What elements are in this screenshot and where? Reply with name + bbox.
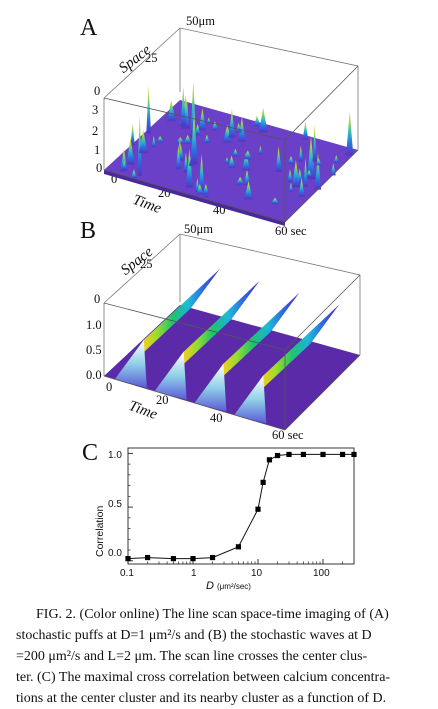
panel-b-space-tick-min: 0 (94, 292, 101, 306)
panel-b-space-tick-max: 50μm (184, 222, 213, 236)
chart-xtick-1: 1 (191, 568, 197, 579)
chart-xlabel: D (μm²/sec) (206, 580, 251, 592)
data-point (286, 451, 292, 458)
data-point (320, 451, 326, 458)
chart-xlabel-var: D (206, 580, 214, 592)
panel-b-z-tick-05: 0.5 (86, 343, 102, 357)
data-point (266, 457, 273, 463)
chart-series-points (125, 451, 357, 562)
chart-ylabel: Correlation (94, 505, 106, 557)
caption-line-1: FIG. 2. (Color online) The line scan spa… (36, 607, 389, 622)
data-point (125, 556, 131, 562)
data-point (235, 544, 242, 550)
chart-ytick-1: 1.0 (108, 450, 122, 461)
data-point (339, 451, 346, 458)
panel-a-space-tick-min: 0 (94, 84, 101, 98)
chart-ticks (127, 452, 355, 564)
panel-a-z-tick-3: 3 (92, 103, 99, 117)
data-point (260, 479, 266, 485)
panel-c-letter: C (82, 440, 99, 466)
panel-a-letter: A (80, 15, 98, 41)
data-point (190, 556, 196, 562)
caption-line-4: ter. (C) The maximal cross correlation b… (16, 670, 391, 685)
caption-line-3: =200 μm²/s and L=2 μm. The scan line cro… (16, 649, 368, 664)
caption-line-5: tions at the center cluster and its near… (16, 691, 387, 706)
panel-b-time-tick-60: 60 sec (272, 428, 304, 442)
chart-xlabel-units: (μm²/sec) (217, 582, 251, 591)
data-point (274, 452, 281, 459)
chart-ytick-05: 0.5 (108, 499, 122, 510)
caption-line-2: stochastic puffs at D=1 μm²/s and (B) th… (16, 628, 372, 643)
data-point (209, 554, 216, 561)
chart-xtick-100: 100 (313, 568, 330, 579)
data-point (351, 451, 357, 458)
panel-a-z-tick-1: 1 (94, 143, 101, 157)
panel-b-letter: B (80, 218, 97, 244)
panel-b-z-tick-1: 1.0 (86, 318, 102, 332)
data-point (300, 451, 307, 458)
chart-ytick-0: 0.0 (108, 548, 122, 559)
panel-a-z-tick-2: 2 (92, 124, 99, 138)
panel-b-z-tick-0: 0.0 (86, 368, 102, 382)
chart-frame (127, 447, 355, 565)
chart-series-line (127, 453, 354, 560)
panel-a-space-tick-max: 50μm (186, 14, 215, 28)
data-point (144, 554, 151, 561)
chart-xtick-01: 0.1 (120, 568, 134, 579)
figure-caption: FIG. 2. (Color online) The line scan spa… (16, 604, 428, 709)
correlation-line (127, 453, 354, 560)
chart-xtick-10: 10 (251, 568, 263, 579)
panel-a-z-tick-0: 0 (96, 161, 103, 175)
data-point (255, 506, 261, 512)
data-point (170, 556, 177, 562)
